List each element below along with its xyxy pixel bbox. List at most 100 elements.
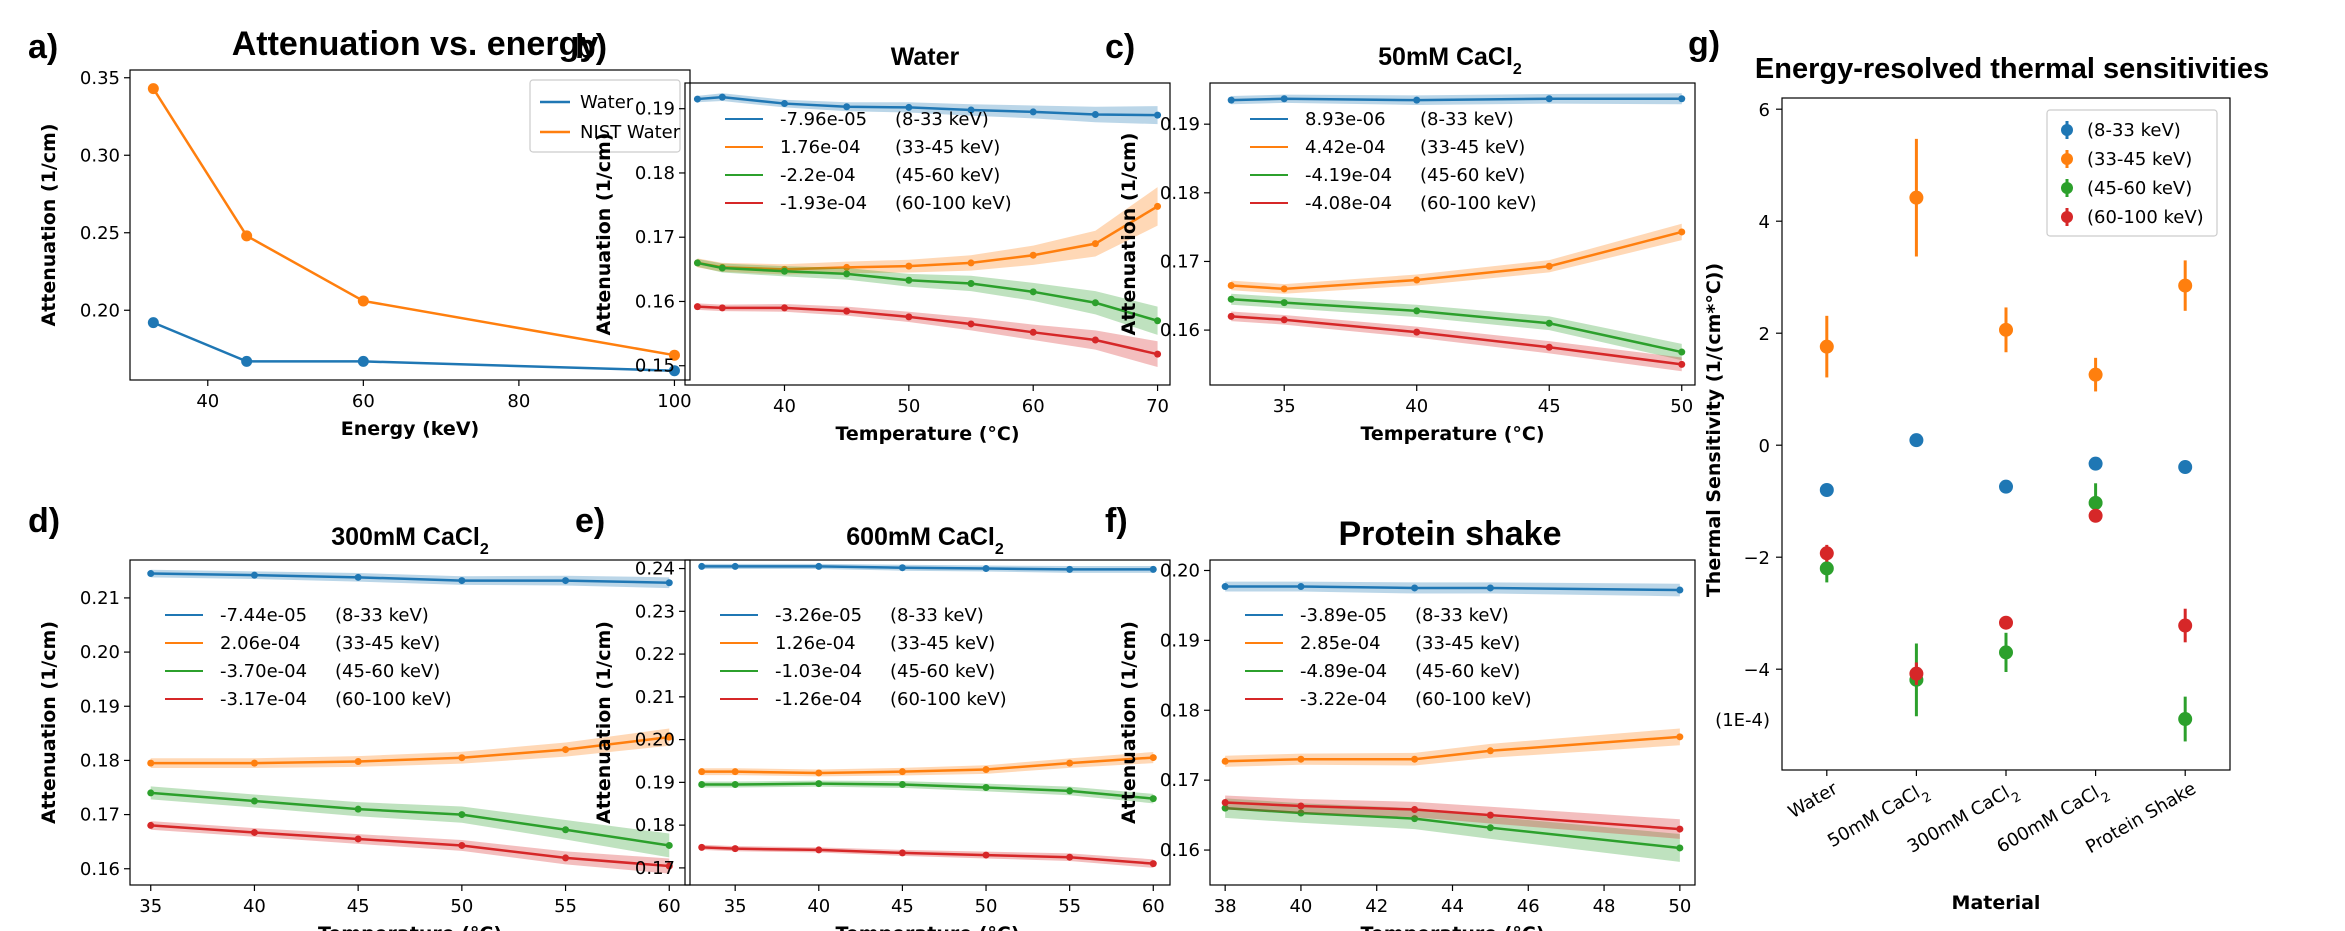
data-point — [1154, 350, 1162, 358]
plot-frame — [129, 559, 691, 886]
x-axis-label: Energy (keV) — [341, 418, 479, 440]
data-point — [250, 571, 258, 579]
panel-f: f) Protein shake 38 40 42 44 46 48 50 0.16 0.17 0.1… — [1105, 502, 1696, 931]
series-band — [701, 780, 1154, 804]
x-tick-label: Water — [1785, 778, 1842, 823]
y-tick-label: 0.17 — [1160, 251, 1200, 272]
x-axis-label: Material — [1952, 892, 2041, 914]
data-point — [693, 303, 701, 311]
data-point — [1999, 479, 2013, 494]
data-point — [1280, 316, 1288, 324]
y-unit-note: (1E-4) — [1715, 710, 1770, 731]
data-point — [1066, 759, 1074, 767]
data-point — [668, 365, 680, 377]
legend-value: 1.26e-04 — [775, 633, 856, 654]
chart-title-main: 300mM CaCl — [331, 523, 480, 551]
data-point — [1154, 202, 1162, 210]
chart-title-main: 600mM CaCl — [846, 523, 995, 551]
y-tick-label: −4 — [1743, 660, 1770, 681]
data-point — [354, 835, 362, 843]
data-point — [1029, 251, 1037, 259]
data-point — [1066, 787, 1074, 795]
data-point — [1154, 317, 1162, 325]
data-point — [1280, 299, 1288, 307]
data-point — [1091, 240, 1099, 248]
panel-g: g) Energy-resolved thermal sensitivities 6… — [1688, 25, 2269, 914]
chart-title: Attenuation vs. energy — [232, 25, 599, 63]
data-point — [731, 845, 739, 853]
legend-range: (8-33 keV) — [1420, 109, 1514, 130]
panel-label: f) — [1105, 502, 1128, 540]
data-point — [2178, 712, 2193, 727]
data-point — [1227, 96, 1235, 104]
y-tick-label: 0.21 — [80, 588, 120, 609]
data-point — [147, 789, 155, 797]
legend-value: -3.89e-05 — [1300, 605, 1387, 626]
legend-value: -2.2e-04 — [780, 165, 856, 186]
data-point — [2088, 456, 2103, 471]
chart-title-sub: 2 — [1513, 61, 1522, 78]
legend-value: -7.96e-05 — [780, 109, 867, 130]
y-tick-label: 0.20 — [80, 642, 120, 663]
series-band — [1225, 728, 1680, 767]
data-point — [1545, 319, 1553, 327]
data-point — [718, 93, 726, 101]
data-point — [967, 106, 975, 114]
data-point — [693, 95, 701, 103]
data-point — [898, 564, 906, 572]
x-axis-label: Temperature (°C) — [835, 423, 1019, 445]
x-tick-label: 55 — [554, 896, 577, 917]
legend-range: (60-100 keV) — [1415, 689, 1532, 710]
panel-d: d) 300mM CaCl2 35 40 45 50 55 60 0.16 0.17 0.18 0.1… — [28, 502, 691, 931]
data-point — [843, 263, 851, 271]
x-tick-label: 80 — [507, 391, 530, 412]
data-point — [357, 295, 369, 307]
data-point — [1411, 806, 1419, 814]
data-point — [1999, 645, 2013, 660]
data-point — [1221, 799, 1229, 807]
data-point — [1676, 586, 1684, 594]
legend-range: (33-45 keV) — [1415, 633, 1520, 654]
legend-value: 2.85e-04 — [1300, 633, 1381, 654]
data-point — [147, 821, 155, 829]
data-point — [147, 759, 155, 767]
legend-value: -3.17e-04 — [220, 689, 307, 710]
legend-value: 1.76e-04 — [780, 137, 861, 158]
x-tick-label: 40 — [807, 896, 830, 917]
data-point — [1909, 433, 1924, 448]
data-point — [843, 307, 851, 315]
x-axis-label: Temperature (°C) — [835, 923, 1019, 931]
data-point — [780, 100, 788, 108]
x-tick-label-sub: 2 — [1919, 789, 1934, 806]
data-point — [898, 768, 906, 776]
x-axis-label: Temperature (°C) — [1360, 923, 1544, 931]
x-tick-label: 35 — [139, 896, 162, 917]
plot-frame — [1209, 82, 1696, 386]
legend-label: NIST Water — [580, 122, 681, 143]
data-point — [1486, 747, 1494, 755]
legend-range: (33-45 keV) — [890, 633, 995, 654]
data-point — [1486, 811, 1494, 819]
data-point — [698, 768, 706, 776]
x-tick-label: 48 — [1593, 896, 1616, 917]
data-point — [1227, 281, 1235, 289]
x-tick-label: 55 — [1058, 896, 1081, 917]
y-axis-label: Attenuation (1/cm) — [1118, 132, 1140, 335]
y-tick-label: 2 — [1759, 324, 1770, 345]
chart-title: 50mM CaCl2 — [1378, 43, 1522, 78]
y-tick-label: 0.20 — [1160, 560, 1200, 581]
legend-range: (33-45 keV) — [895, 137, 1000, 158]
data-point — [458, 841, 466, 849]
legend-range: (8-33 keV) — [895, 109, 989, 130]
data-point — [1297, 802, 1305, 810]
legend-range: (8-33 keV) — [335, 605, 429, 626]
x-tick-label: 46 — [1517, 896, 1540, 917]
plot-frame — [684, 559, 1171, 886]
data-point — [354, 573, 362, 581]
chart-title-main: Protein shake — [1339, 515, 1562, 553]
legend-value: 4.42e-04 — [1305, 137, 1386, 158]
data-point — [731, 562, 739, 570]
legend-range: (60-100 keV) — [335, 689, 452, 710]
y-tick-label: 0.16 — [80, 859, 120, 880]
